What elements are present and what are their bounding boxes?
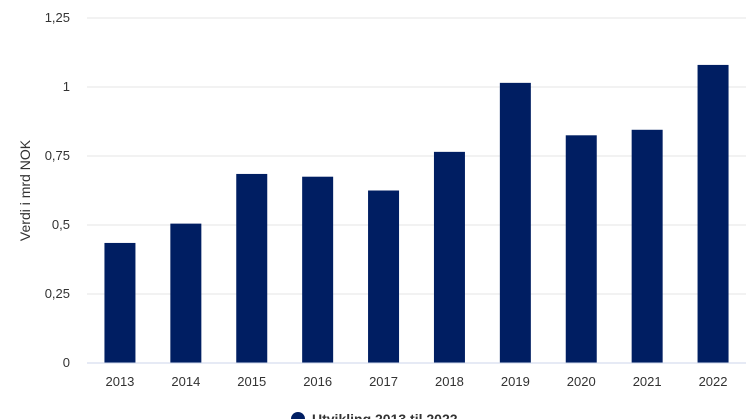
bar-2015[interactable]	[236, 173, 268, 363]
bar-2018[interactable]	[433, 151, 465, 363]
x-tick-label: 2017	[369, 374, 398, 389]
bar-2017[interactable]	[368, 190, 400, 364]
legend-marker	[291, 412, 305, 419]
x-tick-label: 2016	[303, 374, 332, 389]
bar-2013[interactable]	[104, 242, 136, 363]
x-tick-label: 2014	[171, 374, 200, 389]
y-tick-label: 0,25	[45, 286, 70, 301]
y-tick-label: 1	[63, 79, 70, 94]
x-tick-label: 2013	[105, 374, 134, 389]
y-tick-label: 0,75	[45, 148, 70, 163]
x-tick-label: 2019	[501, 374, 530, 389]
bar-2016[interactable]	[302, 176, 334, 363]
bar-2022[interactable]	[697, 64, 729, 364]
bar-2014[interactable]	[170, 223, 202, 363]
x-tick-label: 2015	[237, 374, 266, 389]
legend[interactable]: Utvikling 2013 til 2022	[291, 411, 458, 419]
y-tick-label: 1,25	[45, 10, 70, 25]
y-axis-title: Verdi i mrd NOK	[17, 139, 33, 241]
bar-2020[interactable]	[565, 135, 597, 363]
legend-label: Utvikling 2013 til 2022	[312, 411, 458, 419]
bar-2019[interactable]	[499, 82, 531, 364]
y-tick-label: 0	[63, 355, 70, 370]
x-tick-label: 2018	[435, 374, 464, 389]
bars	[104, 64, 729, 364]
y-axis-ticks: 0 0,25 0,5 0,75 1 1,25	[45, 10, 70, 370]
x-tick-label: 2020	[567, 374, 596, 389]
y-tick-label: 0,5	[52, 217, 70, 232]
x-axis-ticks: 2013 2014 2015 2016 2017 2018 2019 2020 2021 2022	[105, 374, 727, 389]
bar-2021[interactable]	[631, 129, 663, 363]
x-tick-label: 2022	[699, 374, 728, 389]
x-tick-label: 2021	[633, 374, 662, 389]
